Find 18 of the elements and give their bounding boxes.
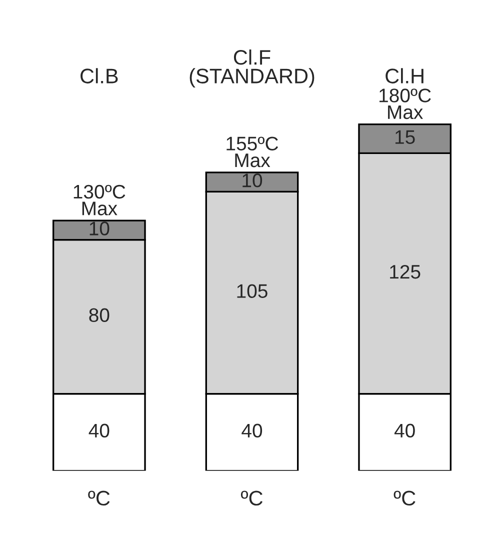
data-label: 80 [89,308,110,322]
data-label: 105 [237,284,268,298]
data-label: 125 [390,264,420,279]
x-tick-label: Cl.H [386,68,424,84]
data-label: 15 [395,130,415,144]
x-tick-label: Cl.F (STANDARD) [190,49,314,88]
total-label: 155ºC Max [226,136,278,168]
text: ºC [88,490,110,506]
total-label: 180ºC Max [380,88,431,120]
data-label: 40 [394,424,415,438]
x-tick-label: Cl.B [80,68,118,84]
text: ºC [394,490,416,506]
data-label: 40 [242,424,262,438]
data-label: 10 [242,174,262,188]
data-label: 40 [88,424,110,438]
data-label: 10 [90,222,110,236]
total-label: 130ºC Max [74,184,126,216]
text: ºC [240,490,263,506]
